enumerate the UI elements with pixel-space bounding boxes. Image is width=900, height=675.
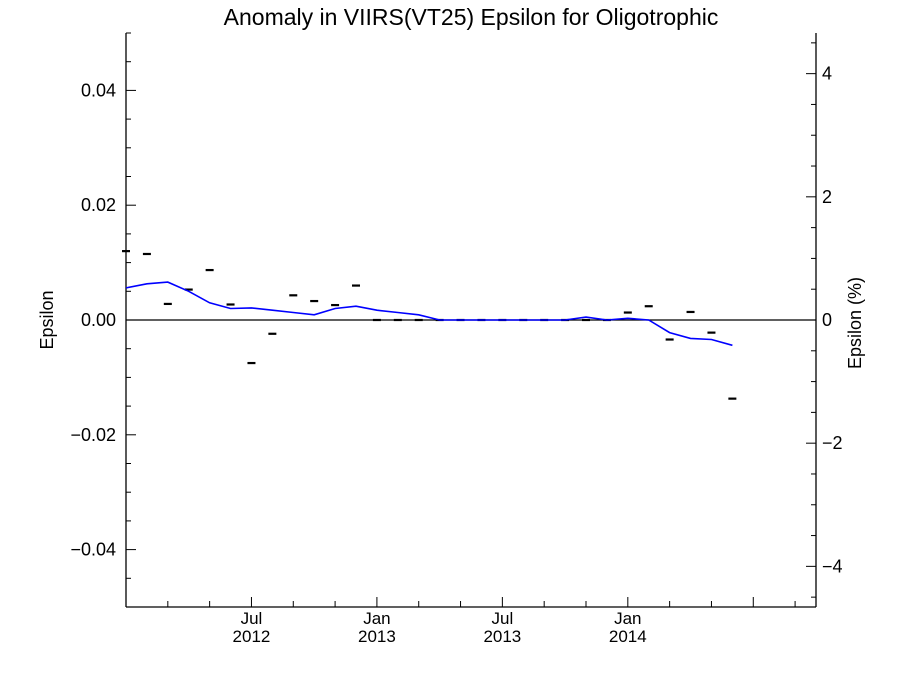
x-tick-label-year: 2014 — [609, 627, 647, 646]
tick-labels: 0.040.020.00−0.02−0.04420−2−4Jul2012Jan2… — [70, 64, 842, 646]
y-axis-label-left: Epsilon — [37, 290, 57, 349]
series-line — [125, 281, 733, 347]
y-right-tick-label: 0 — [822, 310, 832, 330]
series-layer — [122, 250, 737, 400]
x-tick-label-month: Jan — [363, 609, 390, 628]
x-tick-label-year: 2013 — [483, 627, 521, 646]
x-tick-label-year: 2012 — [233, 627, 271, 646]
x-tick-label-year: 2013 — [358, 627, 396, 646]
y-tick-label: −0.04 — [70, 540, 116, 560]
y-right-tick-label: −2 — [822, 433, 843, 453]
x-tick-label-month: Jan — [614, 609, 641, 628]
x-tick-label-month: Jul — [491, 609, 513, 628]
y-tick-label: 0.04 — [81, 80, 116, 100]
y-tick-label: −0.02 — [70, 425, 116, 445]
y-tick-label: 0.02 — [81, 195, 116, 215]
x-tick-label-month: Jul — [241, 609, 263, 628]
y-right-tick-label: −4 — [822, 556, 843, 576]
y-right-tick-label: 4 — [822, 64, 832, 84]
chart-title: Anomaly in VIIRS(VT25) Epsilon for Oligo… — [224, 4, 719, 30]
y-tick-label: 0.00 — [81, 310, 116, 330]
y-axis-label-right: Epsilon (%) — [845, 277, 865, 369]
y-right-tick-label: 2 — [822, 187, 832, 207]
